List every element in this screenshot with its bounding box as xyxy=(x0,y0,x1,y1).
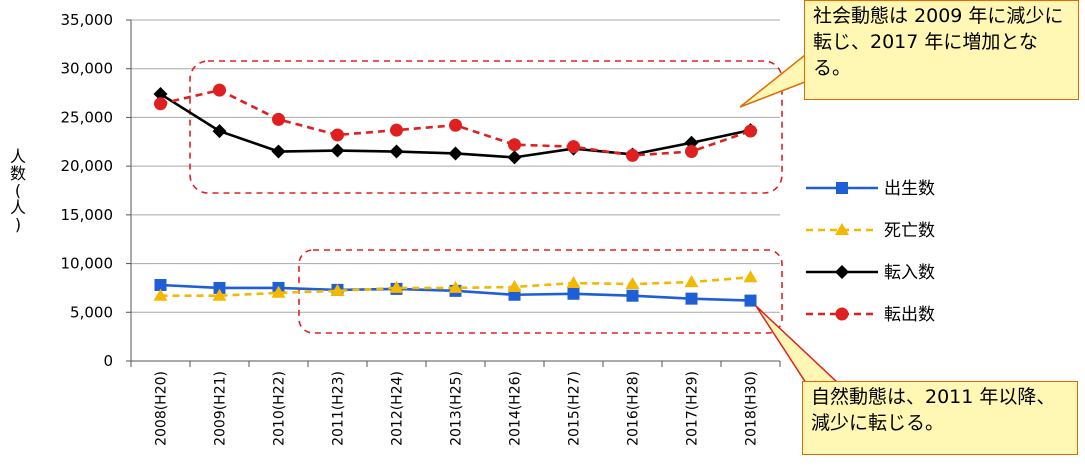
data-point xyxy=(507,279,522,292)
legend-label: 転入数 xyxy=(884,263,935,283)
y-tick-label: 15,000 xyxy=(61,206,114,224)
social-dynamics-callout: 社会動態は 2009 年に減少に転じ、2017 年に増加となる。 xyxy=(804,0,1079,100)
legend-label: 死亡数 xyxy=(884,221,935,241)
data-point xyxy=(507,150,522,165)
y-tick-label: 0 xyxy=(103,352,113,370)
data-point xyxy=(154,279,167,292)
data-point xyxy=(271,144,286,159)
data-point xyxy=(153,87,168,102)
axes xyxy=(126,19,781,367)
gridlines xyxy=(131,19,780,313)
legend-label: 転出数 xyxy=(884,305,935,325)
series-line xyxy=(160,275,751,298)
data-point xyxy=(272,112,285,126)
y-axis-title-char: ) xyxy=(14,215,22,234)
series-転出数 xyxy=(154,83,757,162)
data-point xyxy=(330,143,345,158)
y-tick-label: 25,000 xyxy=(61,108,114,126)
data-point xyxy=(213,83,226,97)
data-point xyxy=(836,182,848,194)
y-tick-label: 20,000 xyxy=(61,157,114,175)
y-axis-title-char: ( xyxy=(14,181,22,200)
x-tick-label: 2008(H20) xyxy=(154,371,170,446)
data-point xyxy=(389,280,404,293)
legend-item: 転出数 xyxy=(806,305,935,325)
legend-item: 出生数 xyxy=(806,179,935,199)
data-point xyxy=(625,277,640,290)
data-point xyxy=(835,307,849,321)
data-point xyxy=(331,128,344,142)
data-point xyxy=(684,275,699,288)
legend-background xyxy=(802,152,974,320)
y-axis-title-char: 人 xyxy=(9,147,26,166)
y-tick-labels: 0 5,000 10,000 15,000 20,000 25,000 30,000 35,0… xyxy=(61,11,114,370)
x-tick-label: 2010(H22) xyxy=(272,371,288,446)
x-tick-label: 2016(H28) xyxy=(626,371,642,446)
x-tick-label: 2014(H26) xyxy=(508,371,524,446)
y-tick-label: 5,000 xyxy=(70,303,113,321)
data-point xyxy=(743,270,758,283)
data-point xyxy=(212,124,227,139)
data-point xyxy=(566,276,581,289)
data-point xyxy=(448,146,463,161)
x-tick-label: 2012(H24) xyxy=(390,371,406,446)
data-point xyxy=(449,118,462,132)
data-point xyxy=(744,294,757,307)
series-lines xyxy=(153,83,758,307)
y-tick-label: 35,000 xyxy=(61,11,114,29)
x-tick-label: 2011(H23) xyxy=(331,371,347,446)
data-point xyxy=(389,144,404,159)
x-tick-label: 2015(H27) xyxy=(567,371,583,446)
y-axis-title-char: 人 xyxy=(9,198,26,217)
data-point xyxy=(390,123,403,137)
data-point xyxy=(835,223,849,235)
data-point xyxy=(212,288,227,301)
data-point xyxy=(626,289,639,302)
data-point xyxy=(685,292,698,305)
y-axis-title: 人 数 ( 人 ) xyxy=(6,148,30,233)
legend-item: 死亡数 xyxy=(806,221,935,241)
x-tick-labels: 2008(H20) 2009(H21) 2010(H22) 2011(H23) 2012… xyxy=(154,371,760,446)
x-tick-label: 2009(H21) xyxy=(213,371,229,446)
data-point xyxy=(271,285,286,298)
data-point xyxy=(567,140,580,154)
y-axis-title-char: 数 xyxy=(9,164,26,183)
natural-dynamics-callout: 自然動態は、2011 年以降、減少に転じる。 xyxy=(802,381,1078,455)
data-point xyxy=(330,283,345,296)
data-point xyxy=(626,148,639,162)
series-死亡数 xyxy=(153,270,758,301)
data-point xyxy=(685,145,698,159)
y-tick-label: 10,000 xyxy=(61,255,114,273)
legend-item: 転入数 xyxy=(806,263,935,283)
data-point xyxy=(567,287,580,300)
data-point xyxy=(508,138,521,152)
data-point xyxy=(213,281,226,294)
social-dynamics-highlight-box xyxy=(189,60,783,194)
data-point xyxy=(835,265,849,279)
data-point xyxy=(448,280,463,293)
data-point xyxy=(153,288,168,301)
data-point xyxy=(154,97,167,111)
x-tick-label: 2018(H30) xyxy=(744,371,760,446)
y-tick-label: 30,000 xyxy=(61,60,114,78)
data-point xyxy=(744,124,757,138)
x-tick-label: 2017(H29) xyxy=(685,371,701,446)
natural-dynamics-highlight-box xyxy=(298,249,783,334)
legend-label: 出生数 xyxy=(884,179,935,199)
x-tick-label: 2013(H25) xyxy=(449,371,465,446)
